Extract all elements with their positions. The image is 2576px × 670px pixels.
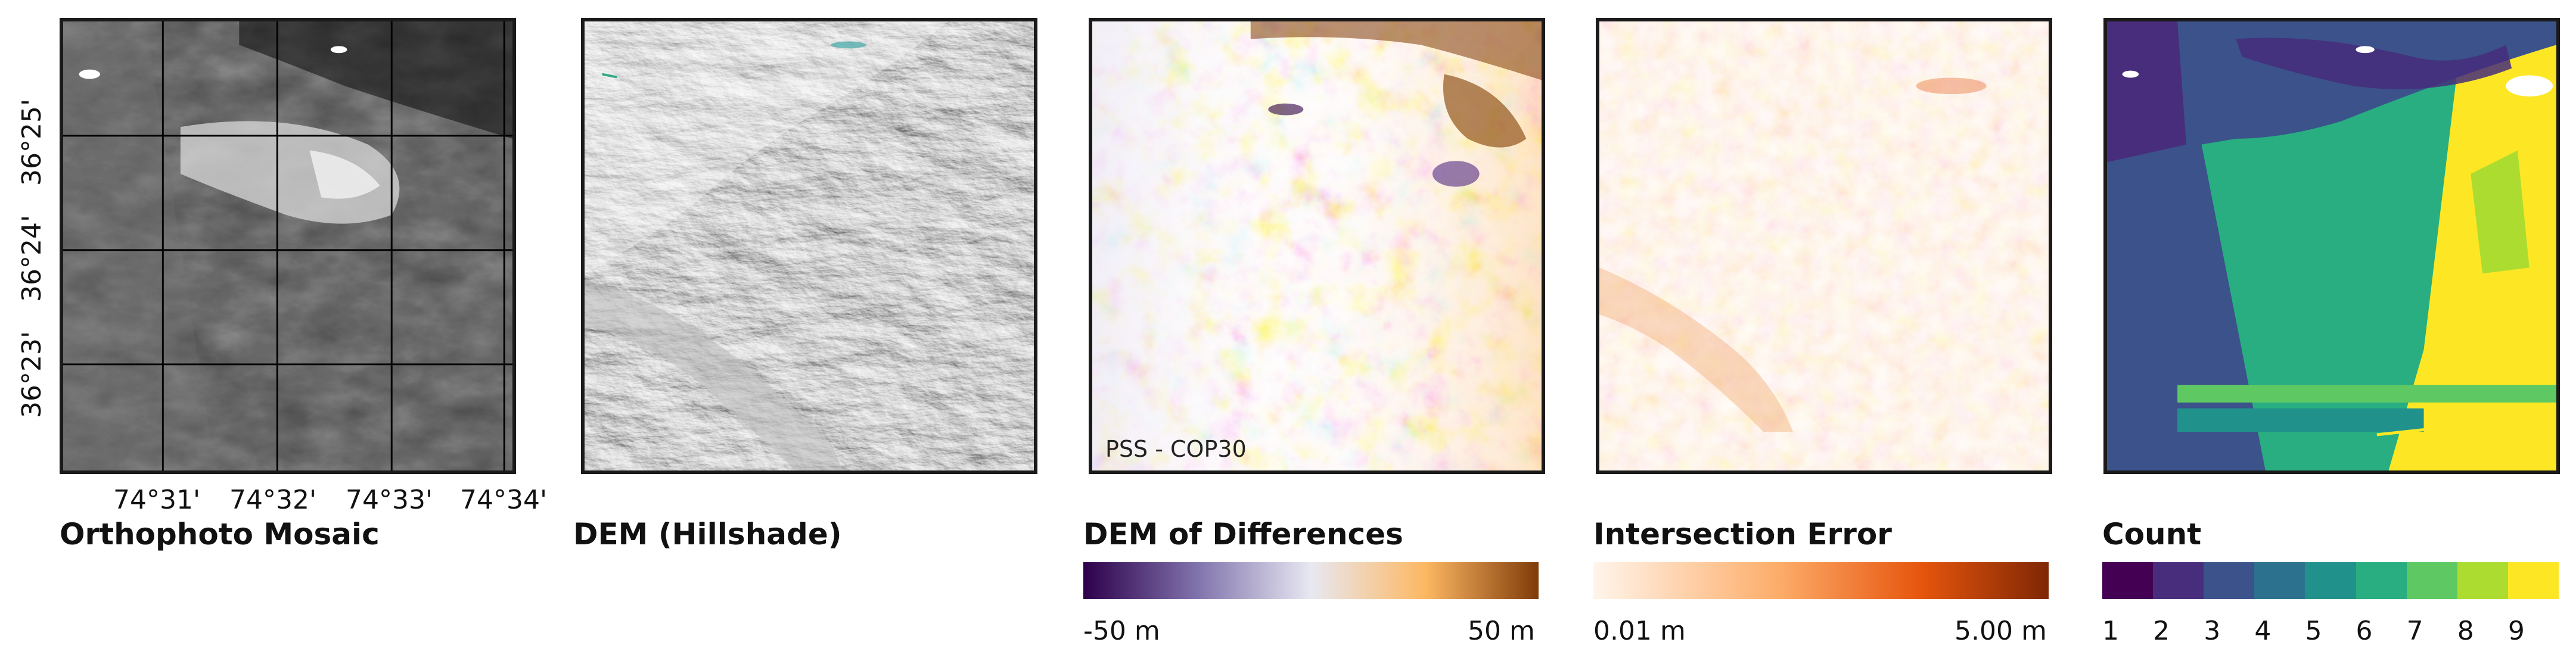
dod-title: DEM of Differences: [1083, 517, 1403, 551]
intersection-error-title: Intersection Error: [1593, 517, 1892, 551]
intersection-error-colorbar: [1593, 562, 2049, 599]
x-tick-label: 74°32': [229, 485, 317, 515]
intersection-error-colorbar-min-label: 0.01 m: [1593, 616, 1686, 646]
count-colorbar-cell: [2102, 562, 2154, 599]
orthophoto-image: [63, 21, 512, 470]
x-tick-label: 74°31': [113, 485, 201, 515]
count-label: 4: [2254, 616, 2272, 646]
intersection-error-image: [1599, 21, 2049, 470]
dod-image: [1092, 21, 1542, 470]
count-colorbar: [2102, 562, 2559, 599]
dod-colorbar-max-label: 50 m: [1468, 616, 1535, 646]
orthophoto-panel: [60, 18, 516, 474]
count-colorbar-cell: [2507, 562, 2559, 599]
count-label: 2: [2153, 616, 2170, 646]
count-title: Count: [2102, 517, 2202, 551]
count-colorbar-cell: [2204, 562, 2255, 599]
x-tick-label: 74°33': [346, 485, 433, 515]
y-tick-label: 36°25': [17, 98, 47, 186]
count-image: [2107, 21, 2556, 470]
count-colorbar-cell: [2254, 562, 2305, 599]
count-label: 9: [2507, 616, 2525, 646]
intersection-error-colorbar-max-label: 5.00 m: [1954, 616, 2047, 646]
dod-colorbar-min-label: -50 m: [1083, 616, 1160, 646]
y-tick-label: 36°24': [17, 214, 47, 302]
count-panel: [2103, 18, 2560, 474]
count-colorbar-cell: [2356, 562, 2407, 599]
intersection-error-panel: [1596, 18, 2052, 474]
x-tick-label: 74°34': [460, 485, 548, 515]
count-colorbar-cell: [2153, 562, 2204, 599]
orthophoto-title: Orthophoto Mosaic: [60, 517, 380, 551]
count-colorbar-cell: [2457, 562, 2508, 599]
count-label: 6: [2356, 616, 2373, 646]
count-label: 1: [2102, 616, 2119, 646]
count-label: 5: [2305, 616, 2322, 646]
dod-colorbar: [1083, 562, 1539, 599]
hillshade-image: [585, 21, 1034, 470]
hillshade-panel: [581, 18, 1037, 474]
count-label: 7: [2406, 616, 2423, 646]
dod-panel: PSS - COP30: [1089, 18, 1545, 474]
count-label: 3: [2204, 616, 2221, 646]
count-label: 8: [2457, 616, 2474, 646]
dod-annotation: PSS - COP30: [1105, 436, 1247, 462]
graticule-lines: [63, 21, 512, 470]
hillshade-title: DEM (Hillshade): [573, 517, 842, 551]
count-colorbar-labels: 1 2 3 4 5 6 7 8 9: [2102, 616, 2559, 646]
count-colorbar-cell: [2305, 562, 2356, 599]
count-colorbar-cell: [2406, 562, 2457, 599]
y-tick-label: 36°23': [17, 331, 47, 418]
